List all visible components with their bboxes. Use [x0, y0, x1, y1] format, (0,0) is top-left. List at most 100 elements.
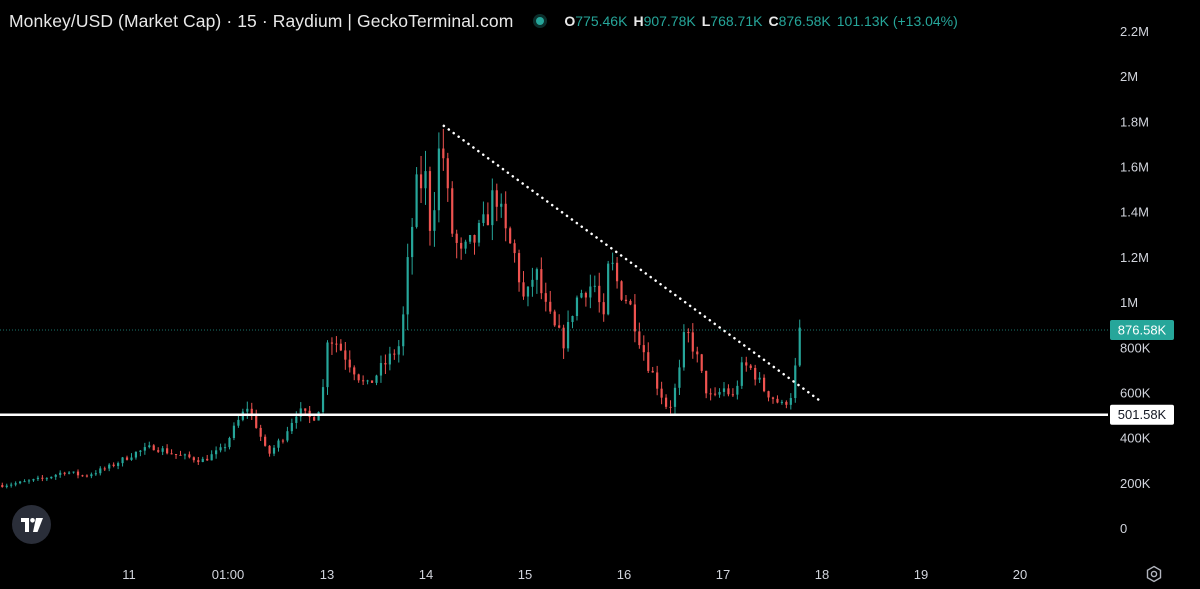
candle: [428, 166, 432, 246]
candle-body: [495, 190, 498, 207]
candle: [727, 384, 730, 397]
candle: [486, 202, 489, 226]
candle: [32, 478, 35, 482]
candle-body: [535, 269, 538, 280]
candle: [593, 275, 596, 293]
candle-body: [691, 332, 694, 352]
y-axis[interactable]: 0 200K 400K 600K 800K 1M 1.2M 1.4M 1.6M 1.8M 2M 2.2…: [1120, 24, 1151, 536]
candle-body: [713, 393, 717, 395]
candle-body: [705, 370, 708, 394]
candle-body: [580, 292, 583, 298]
candle-body: [264, 436, 267, 446]
candle-body: [762, 377, 766, 392]
candle: [566, 310, 570, 352]
candle-body: [424, 171, 427, 189]
candle: [335, 336, 338, 353]
candle-body: [798, 327, 801, 366]
candle: [477, 219, 481, 247]
candle-body: [566, 322, 570, 349]
candle: [562, 324, 565, 359]
candle-body: [776, 398, 779, 403]
candle: [179, 450, 182, 456]
candle-body: [170, 453, 173, 455]
candle: [731, 388, 734, 397]
candle: [762, 374, 766, 393]
candle: [758, 372, 761, 383]
candle: [330, 337, 334, 355]
candle-body: [758, 377, 761, 380]
candle: [460, 237, 463, 260]
market-status-icon: [533, 14, 548, 28]
candle-body: [611, 262, 614, 264]
candle: [353, 365, 356, 381]
candle-body: [188, 454, 191, 458]
candle-body: [174, 454, 178, 456]
candle-body: [19, 481, 22, 484]
candle-body: [549, 301, 552, 312]
candle: [379, 355, 383, 383]
candle: [134, 451, 138, 460]
candle: [406, 243, 409, 331]
candle: [767, 390, 770, 402]
candle-body: [598, 285, 601, 303]
candle: [68, 471, 71, 475]
candle-body: [500, 203, 503, 207]
candle: [366, 379, 369, 385]
candle-body: [353, 367, 356, 375]
candle-body: [99, 468, 102, 474]
candle: [121, 456, 124, 467]
y-tick-label: 1.6M: [1120, 160, 1149, 175]
candle-body: [375, 375, 378, 383]
candle: [14, 481, 17, 487]
resistance-trendline: [442, 124, 823, 403]
candle: [713, 387, 717, 397]
candle-body: [486, 214, 489, 226]
candle-body: [415, 174, 418, 227]
x-axis[interactable]: 11 01:00 13 14 15 16 17 18 19 20: [122, 567, 1027, 582]
candle-body: [219, 447, 222, 451]
candle-body: [522, 282, 525, 297]
candle: [268, 445, 271, 457]
candle-body: [14, 483, 17, 485]
candle: [638, 322, 641, 349]
y-tick-label: 600K: [1120, 385, 1151, 400]
x-tick-label: 16: [617, 567, 631, 582]
candle-body: [513, 243, 516, 254]
candle: [531, 267, 534, 297]
candle-body: [722, 388, 726, 392]
candle-body: [745, 362, 748, 366]
candle-body: [357, 374, 360, 381]
candle-body: [558, 325, 561, 328]
candle: [647, 342, 650, 373]
candle: [402, 306, 405, 356]
candle-body: [54, 474, 57, 477]
candle: [544, 282, 547, 312]
candle: [540, 257, 543, 300]
candle-body: [794, 365, 797, 399]
candle-body: [731, 394, 734, 396]
candle: [495, 183, 498, 222]
candle-body: [682, 332, 685, 368]
candle-body: [602, 302, 605, 315]
candle: [63, 471, 66, 476]
ohlc-low: L768.71K: [701, 13, 763, 29]
y-tick-label: 1.4M: [1120, 205, 1149, 220]
candle: [170, 449, 173, 455]
candle: [206, 454, 209, 461]
tradingview-logo-icon[interactable]: [12, 505, 51, 544]
candle: [286, 426, 289, 443]
candle-body: [771, 397, 775, 399]
candle: [223, 443, 227, 452]
candle-body: [660, 388, 663, 398]
candle-body: [366, 380, 369, 382]
candle: [81, 474, 84, 477]
candle: [611, 252, 614, 271]
support-price-badge: [1110, 404, 1174, 425]
x-tick-label: 15: [518, 567, 532, 582]
last-price-badge: [1110, 319, 1174, 340]
y-tick-label: 2.2M: [1120, 24, 1149, 39]
candle-body: [526, 286, 530, 297]
candle-body: [255, 413, 258, 428]
settings-icon[interactable]: [1145, 565, 1163, 583]
